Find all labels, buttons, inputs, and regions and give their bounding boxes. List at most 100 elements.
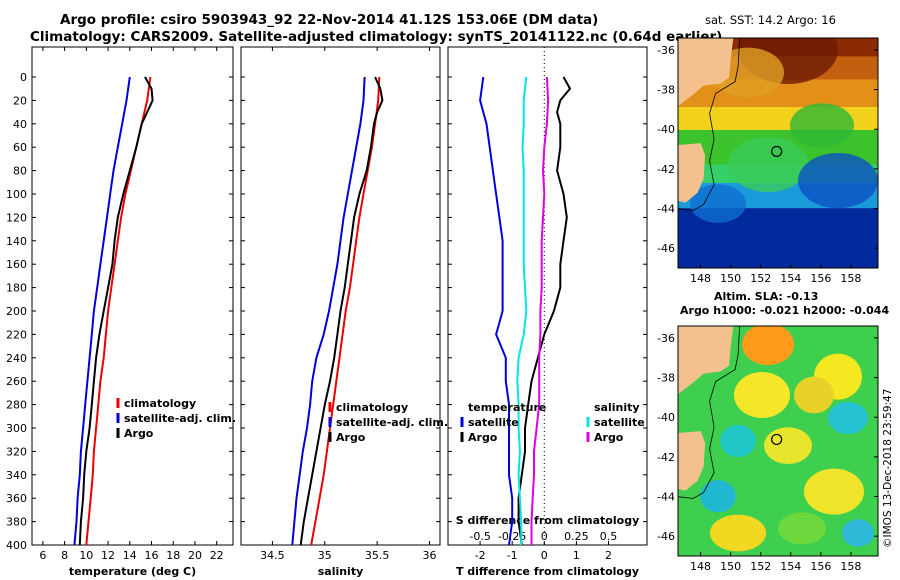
sal-legend-label: satellite-adj. clim. [336,416,448,429]
depth-tick-label: 60 [13,141,27,154]
diff-x-axis-label: T difference from climatology [456,565,639,578]
depth-tick-label: 140 [6,235,27,248]
sst-patch [728,136,808,193]
sal-legend-label: climatology [336,401,408,414]
diff-legend-temperature-title: temperature [468,401,546,414]
sst-map-field [678,38,878,268]
sal-x-tick-label: 35 [318,549,332,562]
map-lat-tick-label: -38 [657,372,675,385]
sla-anomaly-blob [778,512,826,545]
argo-float-marker [771,145,783,158]
sla-anomaly-blob [794,376,834,414]
panel-frame-3 [447,46,648,546]
sla-anomaly-blob [720,424,756,458]
diff-x-tick-label: 1 [573,549,580,562]
diff-x-tick-label: 2 [605,549,612,562]
temp-x-tick-label: 22 [210,549,224,562]
temp-legend-label: satellite-adj. clim. [124,412,236,425]
depth-tick-label: 300 [6,422,27,435]
sal-x-axis-label: salinity [318,565,364,578]
s-diff-axis-label: S difference from climatology [456,514,640,527]
figure-title-line1: Argo profile: csiro 5903943_92 22-Nov-20… [60,12,599,28]
map-lat-tick-label: -38 [657,84,675,97]
diff-legend-temperature-item: satellite [468,416,519,429]
sla-map-field [678,326,878,556]
depth-tick-label: 320 [6,445,27,458]
map-lon-tick-label: 156 [810,272,831,285]
sst-map-frame [677,37,879,269]
temp-legend-label: Argo [124,427,154,440]
sla-anomaly-blob [700,480,736,513]
diff-legend-temperature-item: Argo [468,431,498,444]
depth-tick-label: 400 [6,539,27,552]
diff-line-t-argo [517,76,572,546]
temp-line-satellite-adj-clim- [73,76,131,546]
sla-map-frame [677,325,879,557]
shelf-contour [678,38,740,211]
depth-tick-label: 340 [6,469,27,482]
map-lat-tick-label: -36 [657,44,675,57]
sal-x-tick-label: 34.5 [260,549,285,562]
sal-x-tick-label: 35.5 [365,549,390,562]
depth-tick-label: 80 [13,165,27,178]
sla-argo-heights: Argo h1000: -0.021 h2000: -0.044 [680,304,890,317]
map-lon-tick-label: 158 [840,272,861,285]
depth-tick-label: 40 [13,118,27,131]
sla-map-group [677,325,879,557]
depth-tick-label: 280 [6,399,27,412]
land-mass [678,326,734,491]
temp-x-tick-label: 20 [188,549,202,562]
temp-x-tick-label: 10 [79,549,93,562]
depth-tick-label: 0 [20,71,27,84]
sla-map-title: Altim. SLA: -0.13 [714,290,819,303]
sla-anomaly-blob [710,514,766,552]
shelf-contour [678,326,740,499]
depth-tick-label: 100 [6,188,27,201]
s-diff-tick-label: 0.5 [600,530,618,543]
depth-tick-label: 220 [6,328,27,341]
map-lat-tick-label: -42 [657,163,675,176]
panel-frame-2 [240,46,441,546]
depth-tick-label: 120 [6,211,27,224]
temp-x-tick-label: 16 [145,549,159,562]
sal-legend-label: Argo [336,431,366,444]
sla-anomaly-blob [828,401,868,435]
depth-tick-label: 160 [6,258,27,271]
map-lat-tick-label: -40 [657,123,675,136]
diff-legend-salinity-item: Argo [594,431,624,444]
diff-legend-salinity-item: satellite [594,416,645,429]
sal-line-argo [299,76,384,546]
map-lon-tick-label: 154 [780,272,801,285]
depth-tick-label: 180 [6,282,27,295]
s-diff-tick-label: -0.5 [469,530,490,543]
map-lon-tick-label: 150 [720,560,741,573]
map-lat-tick-label: -40 [657,411,675,424]
map-lat-tick-label: -44 [657,491,675,504]
map-lon-tick-label: 154 [780,560,801,573]
argo-float-marker [771,433,783,446]
temp-x-tick-label: 8 [61,549,68,562]
map-lat-tick-label: -46 [657,242,675,255]
temp-x-tick-label: 14 [123,549,137,562]
depth-tick-label: 20 [13,94,27,107]
sla-anomaly-blob [842,519,874,547]
diff-x-tick-label: -1 [507,549,518,562]
map-lon-tick-label: 148 [690,272,711,285]
temp-x-axis-label: temperature (deg C) [69,565,196,578]
sal-x-tick-label: 36 [423,549,437,562]
map-lat-tick-label: -42 [657,451,675,464]
map-lon-tick-label: 152 [750,560,771,573]
temp-x-tick-label: 6 [39,549,46,562]
diff-x-tick-label: -2 [475,549,486,562]
sla-anomaly-blob [764,427,812,464]
sla-anomaly-blob [742,326,794,366]
figure-title-line2: Climatology: CARS2009. Satellite-adjuste… [30,29,723,45]
depth-tick-label: 260 [6,375,27,388]
sst-patch [798,153,878,209]
map-lon-tick-label: 158 [840,560,861,573]
map-lat-tick-label: -46 [657,530,675,543]
panel-frame-1 [31,46,234,546]
diff-legend-salinity-title: salinity [594,401,640,414]
temp-legend-label: climatology [124,397,196,410]
